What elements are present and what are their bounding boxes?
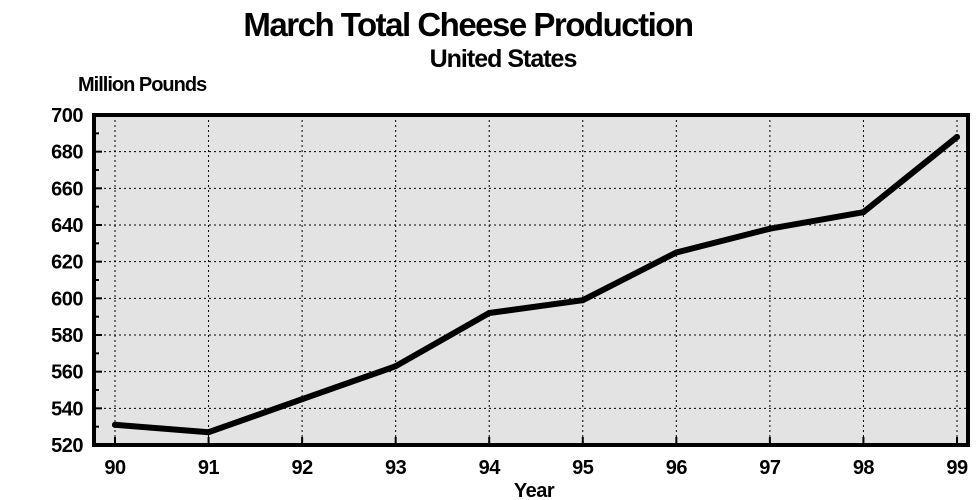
x-tick-label: 92 [291,457,313,479]
y-tick-label: 660 [51,178,83,200]
x-tick-label: 90 [104,457,126,479]
y-tick-label: 540 [51,398,83,420]
y-axis-unit-label: Million Pounds [78,74,207,96]
x-tick-label: 94 [479,457,502,479]
x-axis-tick-labels: 90 91 92 93 94 95 96 97 98 99 [104,457,968,479]
data-point [579,297,586,304]
series-line-cheese-production [112,134,960,436]
x-tick-label: 96 [666,457,688,479]
grid-lines [94,115,968,445]
data-point [766,225,773,232]
chart-title: March Total Cheese Production [243,6,692,43]
data-point [486,310,493,316]
x-tick-label: 91 [198,457,220,479]
y-tick-label: 600 [51,288,83,310]
y-tick-label: 520 [51,435,83,457]
x-tick-label: 99 [946,457,968,479]
x-axis-label: Year [514,480,555,500]
data-point [954,134,960,140]
x-tick-label: 98 [853,457,875,479]
data-point [299,396,306,403]
y-tick-label: 640 [51,215,83,237]
y-tick-label: 620 [51,252,83,274]
x-tick-label: 95 [572,457,594,479]
x-tick-label: 93 [385,457,407,479]
data-point [673,249,680,256]
y-axis-tick-labels: 520 540 560 580 600 620 640 660 680 700 [51,105,84,457]
data-point [112,421,118,428]
y-tick-label: 680 [51,142,83,164]
plot-area [94,115,968,445]
y-tick-label: 580 [51,325,83,347]
x-tick-label: 97 [759,457,781,479]
data-point [392,363,399,370]
data-point [205,429,212,436]
y-tick-label: 560 [51,362,83,384]
chart-subtitle: United States [430,45,577,73]
y-tick-label: 700 [51,105,83,127]
data-point [860,209,867,216]
plot-frame [92,113,970,447]
